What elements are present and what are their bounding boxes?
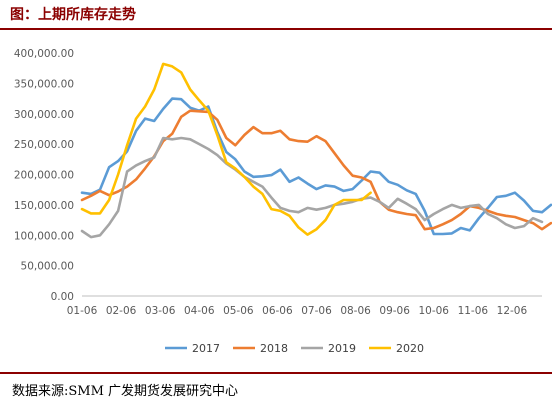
footer-divider (0, 372, 552, 374)
y-tick-label: 150,000.00 (14, 200, 74, 212)
y-tick-label: 50,000.00 (21, 261, 74, 273)
x-tick-label: 07-06 (301, 305, 332, 317)
legend-label-2018: 2018 (260, 342, 288, 355)
x-tick-label: 01-06 (67, 305, 98, 317)
series-line-2018 (80, 109, 552, 231)
x-tick-label: 12-06 (497, 305, 528, 317)
x-tick-label: 10-06 (418, 305, 449, 317)
inventory-line-chart: 0.00 50,000.00 100,000.00 150,000.00 200,000… (14, 48, 552, 355)
title-divider (0, 28, 552, 30)
legend-label-2017: 2017 (192, 342, 220, 355)
y-tick-label: 300,000.00 (14, 109, 74, 121)
x-tick-label: 08-06 (340, 305, 371, 317)
x-tick-label: 02-06 (106, 305, 137, 317)
x-tick-label: 04-06 (184, 305, 215, 317)
y-tick-label: 250,000.00 (14, 139, 74, 151)
series-line-2017 (80, 97, 552, 236)
series-line-2020 (80, 62, 372, 236)
y-tick-label: 350,000.00 (14, 78, 74, 90)
y-tick-label: 100,000.00 (14, 230, 74, 242)
x-tick-label: 06-06 (262, 305, 293, 317)
series-line-2019 (80, 136, 544, 239)
y-tick-label: 200,000.00 (14, 170, 74, 182)
legend-label-2019: 2019 (328, 342, 356, 355)
y-tick-label: 400,000.00 (14, 48, 74, 60)
chart-container: 0.00 50,000.00 100,000.00 150,000.00 200,000… (0, 31, 552, 371)
x-tick-label: 03-06 (145, 305, 176, 317)
source-note: 数据来源:SMM 广发期货发展研究中心 (12, 384, 239, 399)
figure-title-bar: 图：上期所库存走势 (0, 0, 552, 28)
figure-title: 图：上期所库存走势 (10, 7, 136, 23)
y-tick-label: 0.00 (51, 291, 74, 303)
x-tick-label: 11-06 (458, 305, 489, 317)
x-tick-label: 09-06 (379, 305, 410, 317)
x-tick-label: 05-06 (223, 305, 254, 317)
legend-label-2020: 2020 (396, 342, 424, 355)
